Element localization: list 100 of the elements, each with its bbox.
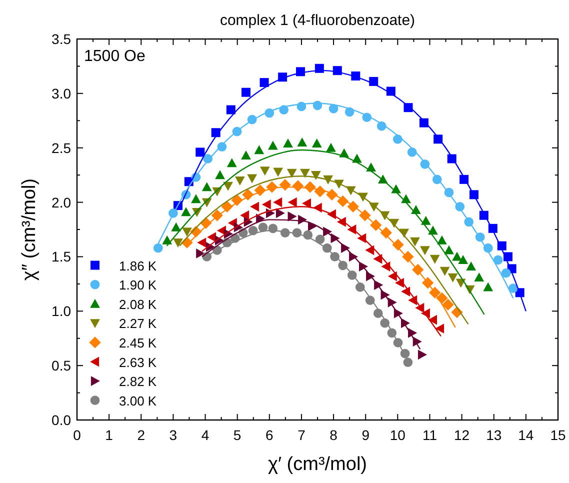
x-tick-label: 3: [169, 427, 178, 443]
point: [162, 235, 172, 244]
legend-label: 2.63 K: [119, 354, 157, 370]
point: [286, 168, 297, 178]
x-tick-label: 11: [422, 427, 438, 443]
point: [288, 197, 297, 208]
x-tick-label: 0: [73, 427, 82, 443]
point: [173, 238, 183, 248]
legend-label: 2.27 K: [119, 316, 157, 332]
y-axis-title: χ″ (cm³/mol): [19, 178, 40, 281]
x-tick-label: 10: [390, 427, 406, 443]
y-tick-label: 3.0: [52, 85, 72, 102]
point: [391, 184, 402, 194]
y-tick-label: 2.5: [52, 140, 72, 156]
point: [247, 174, 258, 184]
point: [250, 202, 260, 212]
point: [288, 211, 297, 222]
point: [420, 246, 430, 256]
point: [196, 148, 205, 157]
x-tick-label: 6: [266, 427, 274, 443]
x-tick-label: 4: [201, 427, 210, 443]
point: [448, 273, 458, 282]
point: [436, 235, 447, 244]
point: [466, 262, 476, 271]
x-tick-label: 13: [486, 427, 502, 443]
point: [241, 88, 250, 97]
y-tick-label: 1.0: [52, 303, 72, 320]
point: [444, 245, 454, 254]
x-tick-label: 5: [233, 427, 242, 443]
point: [273, 197, 282, 208]
point: [493, 255, 503, 265]
point: [196, 248, 206, 258]
x-axis-title: χ′ (cm³/mol): [268, 454, 368, 475]
x-tick-label: 12: [454, 427, 470, 443]
point: [501, 268, 511, 278]
point: [430, 254, 440, 264]
point: [226, 158, 237, 168]
point: [202, 182, 212, 192]
point: [260, 166, 270, 176]
legend-label: 1.86 K: [119, 258, 157, 274]
y-tick-label: 1.5: [52, 248, 72, 265]
point: [215, 170, 225, 180]
y-tick-label: 2.0: [52, 194, 72, 210]
x-tick-label: 7: [298, 427, 306, 443]
point: [260, 78, 269, 88]
point: [452, 252, 462, 261]
point: [268, 140, 278, 150]
point: [474, 272, 484, 282]
legend-label: 2.45 K: [119, 335, 157, 350]
x-tick-label: 9: [362, 427, 370, 443]
legend-label: 2.08 K: [119, 296, 157, 312]
point: [254, 145, 264, 154]
y-tick-label: 0.0: [52, 412, 72, 428]
point: [276, 208, 285, 218]
point: [191, 194, 201, 204]
legend-label: 2.82 K: [119, 374, 157, 390]
x-tick-label: 8: [330, 427, 338, 443]
point: [352, 154, 362, 163]
point: [182, 228, 192, 237]
point: [310, 171, 321, 180]
point: [440, 266, 450, 276]
x-tick-label: 2: [137, 427, 146, 443]
chart-title: complex 1 (4-fluorobenzoate): [220, 12, 416, 29]
y-tick-label: 3.5: [52, 31, 72, 47]
point: [273, 168, 284, 177]
x-tick-label: 1: [105, 427, 114, 443]
point: [410, 237, 420, 246]
point: [197, 238, 206, 248]
point: [392, 238, 404, 251]
point: [262, 200, 271, 210]
point: [435, 324, 444, 334]
point: [302, 198, 311, 208]
point: [483, 282, 494, 292]
annotation: 1500 Oe: [84, 48, 146, 65]
point: [234, 176, 245, 186]
point: [300, 168, 310, 178]
x-tick-label: 14: [518, 427, 534, 443]
point: [420, 216, 431, 225]
point: [326, 142, 336, 152]
point: [226, 105, 236, 114]
point: [312, 138, 322, 148]
point: [458, 255, 468, 264]
point: [181, 207, 191, 216]
point: [442, 298, 454, 310]
y-tick-label: 0.5: [52, 358, 72, 374]
point: [418, 350, 427, 360]
point: [297, 137, 308, 146]
x-tick-label: 15: [550, 427, 566, 443]
point: [428, 314, 437, 325]
point: [283, 138, 293, 148]
point: [241, 150, 251, 160]
point: [153, 243, 163, 253]
point: [388, 271, 397, 282]
point: [240, 210, 250, 220]
point: [279, 179, 291, 191]
point: [171, 222, 182, 232]
point: [315, 234, 325, 244]
legend-label: 1.90 K: [119, 278, 157, 293]
point: [223, 182, 233, 191]
legend-label: 3.00 K: [119, 393, 157, 408]
